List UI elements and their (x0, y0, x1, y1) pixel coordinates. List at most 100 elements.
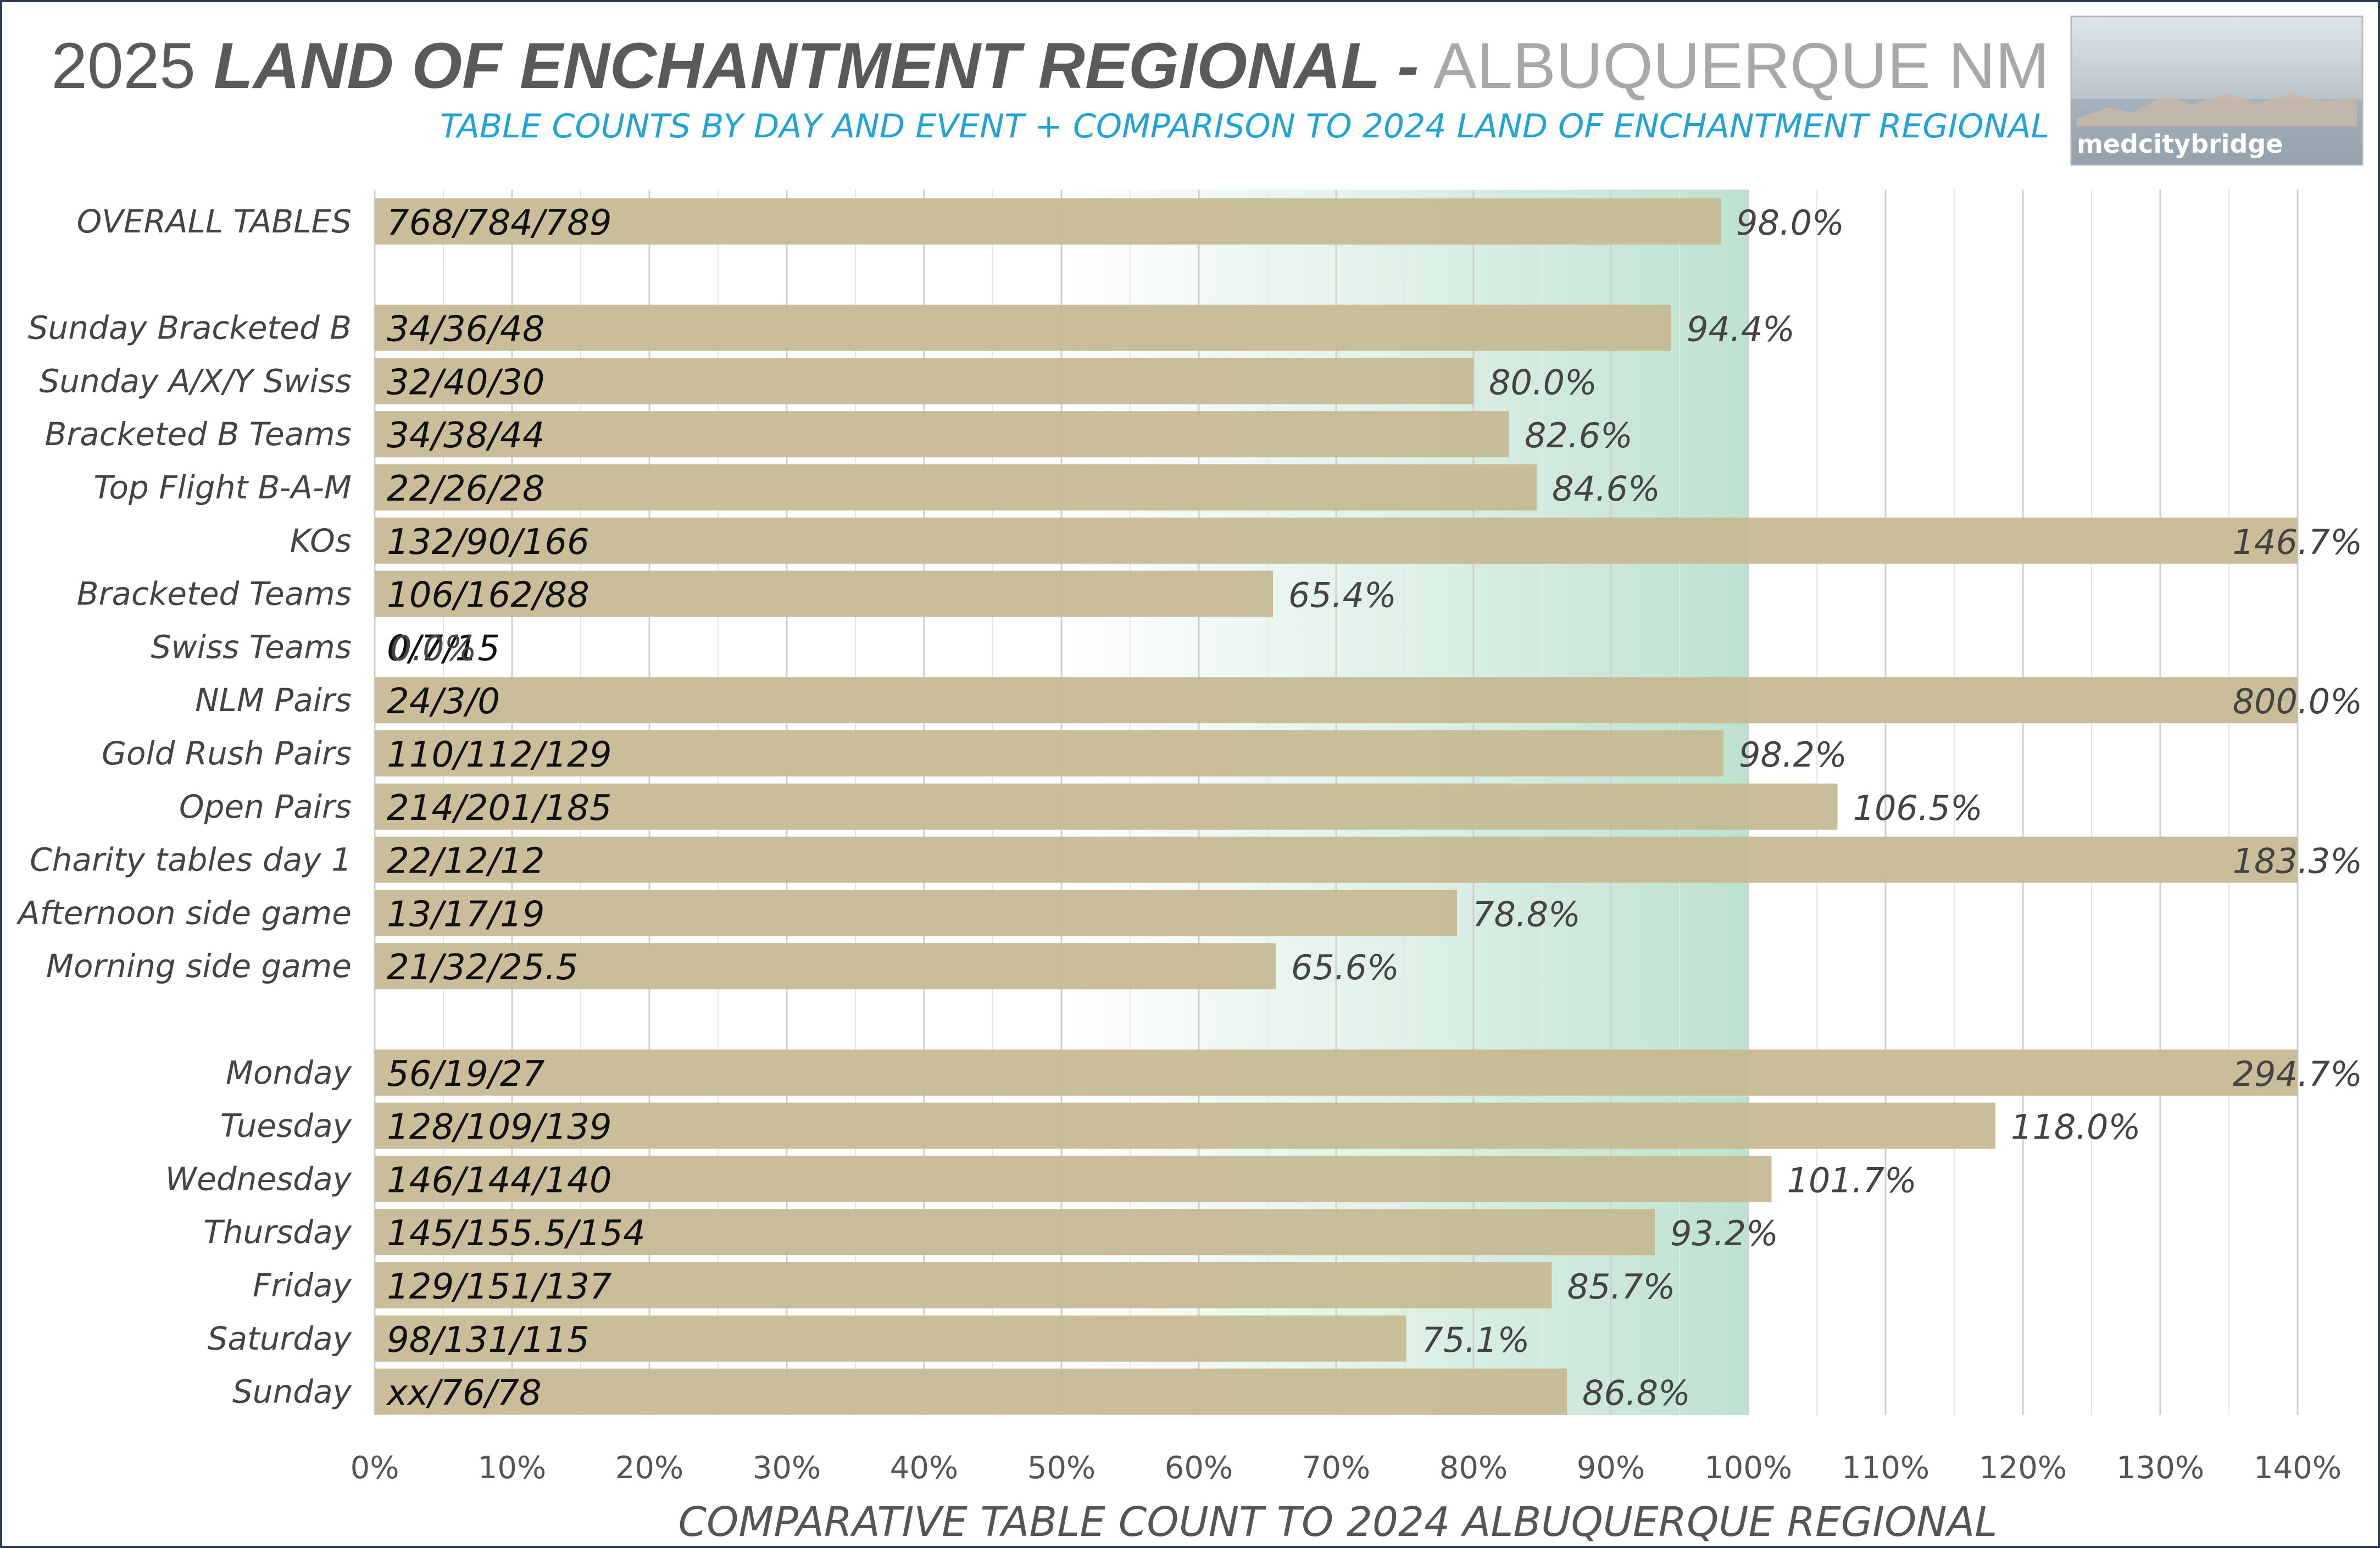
x-tick-label: 60% (1165, 1450, 1233, 1486)
percent-label: 65.6% (1291, 947, 1399, 987)
x-axis-ticks: 0% 10% 20% 30% 40% 50% 60% 70% 80% 90% 100% 110% 120… (351, 1450, 2342, 1486)
bar-count-label: 22/12/12 (387, 841, 544, 882)
bar (375, 411, 1509, 458)
chart-title: 2025 LAND OF ENCHANTMENT REGIONAL - ALBU… (51, 30, 2049, 102)
bar-count-label: 0/7/15 (387, 628, 500, 669)
bars (375, 198, 2298, 1415)
percent-label: 800.0% (2233, 681, 2362, 722)
bar (375, 1049, 2298, 1096)
bar-count-label: 106/162/88 (387, 575, 590, 616)
category-label: Gold Rush Pairs (102, 735, 352, 772)
bar-count-label: 21/32/25.5 (387, 947, 579, 988)
bar (375, 730, 1723, 776)
percent-label: 98.0% (1736, 203, 1844, 243)
bar (375, 677, 2298, 724)
percent-label: 0.0% (390, 628, 477, 668)
x-tick-label: 20% (615, 1450, 683, 1486)
bar-count-label: 145/155.5/154 (387, 1213, 646, 1254)
x-tick-label: 90% (1577, 1450, 1645, 1486)
bar (375, 517, 2298, 564)
category-label: Friday (253, 1267, 352, 1304)
percent-label: 294.7% (2233, 1054, 2362, 1094)
bar-count-label: 768/784/789 (387, 203, 612, 243)
bar (375, 836, 2298, 883)
category-label: Sunday Bracketed B (28, 309, 352, 347)
bar (375, 1262, 1552, 1308)
x-tick-label: 110% (1842, 1450, 1929, 1486)
title-event: LAND OF ENCHANTMENT REGIONAL - (214, 30, 1419, 102)
percent-label: 80.0% (1489, 362, 1597, 402)
category-label: Top Flight B-A-M (93, 469, 352, 506)
x-tick-label: 130% (2116, 1450, 2204, 1486)
bar (375, 1102, 1995, 1149)
bar (375, 358, 1473, 404)
x-tick-label: 120% (1979, 1450, 2067, 1486)
chart-subtitle: TABLE COUNTS BY DAY AND EVENT + COMPARIS… (440, 107, 2049, 146)
bar-count-label: 34/36/48 (387, 309, 544, 350)
category-label: Swiss Teams (151, 628, 352, 665)
bar-count-label: 146/144/140 (387, 1160, 612, 1201)
category-label: OVERALL TABLES (77, 203, 352, 240)
percent-label: 86.8% (1582, 1373, 1691, 1413)
plot-area: OVERALL TABLES 768/784/789 98.0% Sunday Bra… (16, 190, 2362, 1486)
category-label: Thursday (203, 1213, 352, 1251)
category-label: Wednesday (165, 1160, 352, 1197)
category-label: KOs (290, 522, 352, 559)
x-tick-label: 50% (1027, 1450, 1096, 1486)
category-label: Bracketed B Teams (45, 415, 352, 453)
bar-count-label: 98/131/115 (387, 1320, 590, 1361)
percent-label: 75.1% (1422, 1320, 1530, 1360)
percent-label: 118.0% (2011, 1107, 2140, 1147)
bar-count-label: 110/112/129 (387, 735, 612, 775)
x-axis-title: COMPARATIVE TABLE COUNT TO 2024 ALBUQUER… (678, 1499, 1997, 1546)
percent-label: 106.5% (1853, 788, 1983, 828)
percent-label: 98.2% (1739, 735, 1847, 775)
bar (375, 783, 1838, 830)
percent-label: 183.3% (2233, 841, 2362, 881)
labels: OVERALL TABLES 768/784/789 98.0% Sunday Bra… (16, 203, 2362, 1414)
category-label: Tuesday (220, 1107, 352, 1145)
category-label: Charity tables day 1 (30, 841, 352, 879)
percent-label: 78.8% (1472, 894, 1581, 934)
bar (375, 304, 1671, 351)
bar (375, 1156, 1772, 1202)
percent-label: 94.4% (1687, 309, 1795, 349)
x-tick-label: 40% (890, 1450, 958, 1486)
x-tick-label: 30% (753, 1450, 821, 1486)
logo-text: medcitybridge (2077, 129, 2283, 159)
bar-count-label: xx/76/78 (386, 1373, 542, 1414)
bar (375, 943, 1276, 990)
bar (375, 464, 1537, 511)
bar-count-label: 32/40/30 (387, 362, 544, 403)
bar-count-label: 34/38/44 (387, 415, 544, 456)
x-tick-label: 140% (2254, 1450, 2342, 1486)
bar-count-label: 13/17/19 (387, 894, 544, 935)
category-label: Sunday (232, 1373, 352, 1411)
bar-count-label: 214/201/185 (387, 788, 612, 829)
bar (375, 890, 1457, 936)
category-label: Saturday (208, 1320, 352, 1357)
x-tick-label: 70% (1302, 1450, 1370, 1486)
x-tick-label: 0% (351, 1450, 399, 1486)
x-tick-label: 10% (478, 1450, 546, 1486)
x-tick-label: 80% (1439, 1450, 1508, 1486)
category-label: Bracketed Teams (77, 575, 352, 613)
bar-count-label: 56/19/27 (387, 1054, 545, 1095)
bar (375, 1209, 1655, 1256)
category-label: Open Pairs (179, 788, 352, 825)
title-city: ALBUQUERQUE NM (1419, 30, 2049, 102)
percent-label: 93.2% (1670, 1213, 1778, 1253)
bar (375, 1368, 1567, 1415)
category-label: Afternoon side game (16, 894, 352, 931)
bar (375, 1315, 1406, 1362)
bar-count-label: 22/26/28 (387, 469, 544, 509)
percent-label: 65.4% (1288, 575, 1397, 615)
title-year: 2025 (51, 30, 213, 102)
percent-label: 82.6% (1525, 415, 1633, 456)
percent-label: 84.6% (1552, 469, 1660, 509)
bar (375, 198, 1721, 245)
bar-count-label: 132/90/166 (387, 522, 590, 563)
bar-count-label: 129/151/137 (387, 1267, 612, 1307)
bar (375, 570, 1273, 617)
